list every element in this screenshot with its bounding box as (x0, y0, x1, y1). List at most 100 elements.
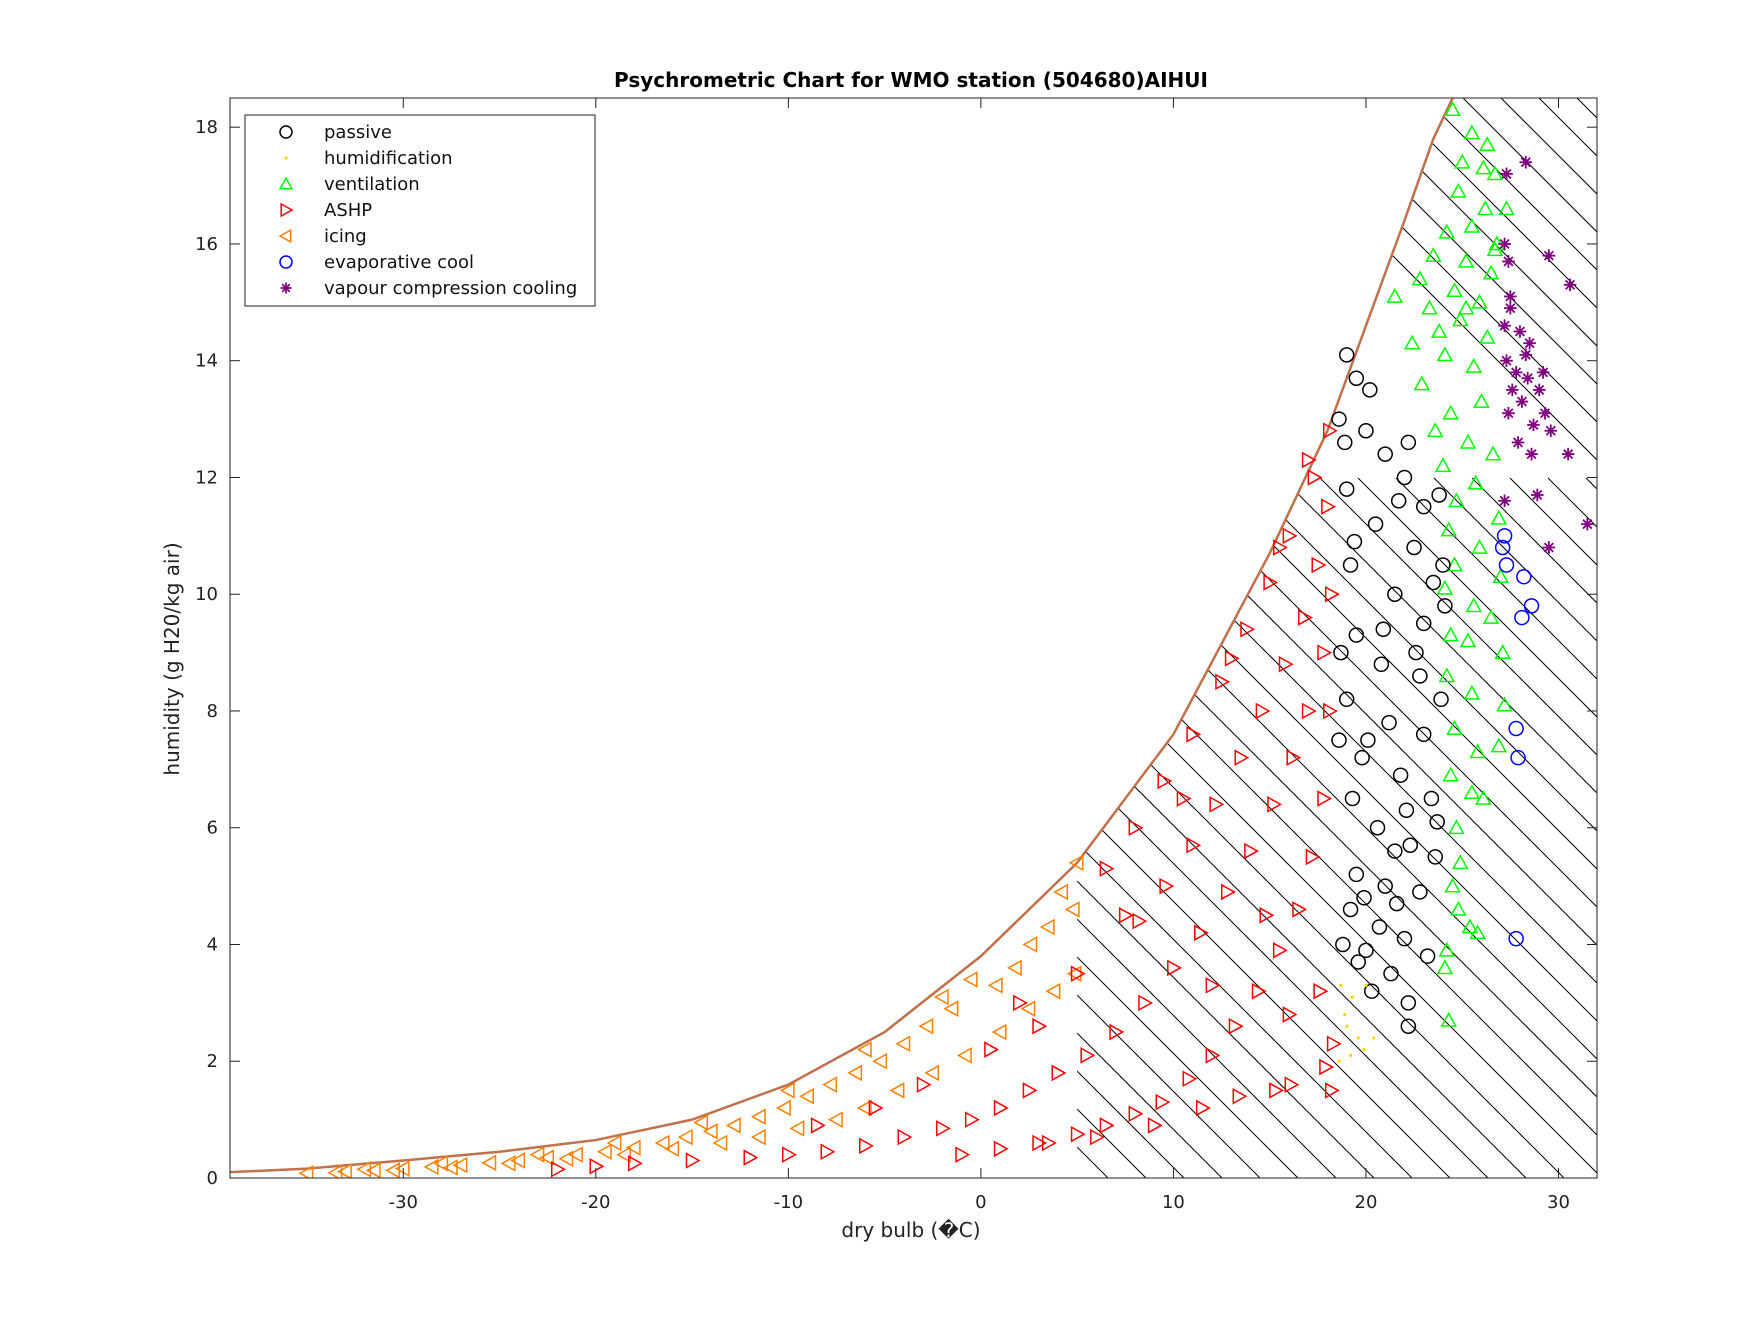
data-point (1469, 743, 1486, 759)
data-point (1471, 538, 1488, 554)
data-point (1205, 1047, 1221, 1064)
data-point (1090, 1128, 1105, 1146)
data-point (924, 1064, 940, 1082)
data-point (1392, 767, 1409, 783)
data-point (1390, 493, 1407, 509)
data-point (664, 1140, 680, 1158)
data-point (1215, 673, 1231, 691)
data-point (1482, 264, 1500, 280)
data-point (702, 1123, 718, 1140)
data-point (1356, 890, 1372, 906)
hatch-line (1357, 477, 1597, 718)
data-point (1220, 883, 1236, 901)
data-point (1463, 217, 1481, 233)
data-point (1398, 802, 1415, 818)
data-point (1400, 995, 1417, 1011)
data-point (606, 1134, 622, 1152)
data-point (1272, 539, 1288, 556)
data-point (1538, 406, 1552, 420)
x-tick-label: -10 (774, 1192, 803, 1213)
hatch-line (1509, 477, 1597, 566)
data-point (385, 1162, 401, 1178)
data-point (1523, 598, 1540, 614)
data-point (1364, 983, 1368, 987)
data-point (1176, 790, 1192, 807)
data-point (1581, 517, 1594, 531)
data-point (1155, 1093, 1171, 1111)
data-point (1297, 609, 1313, 626)
scatter-marks-layer (298, 101, 1594, 1178)
data-point (1504, 290, 1517, 303)
hatch-line (1205, 477, 1597, 870)
saturation-curve-layer (230, 98, 1454, 1174)
data-point (1240, 620, 1256, 638)
data-point (589, 1158, 605, 1175)
hatch-line (1585, 477, 1597, 490)
data-point (356, 1160, 372, 1178)
data-point (1446, 556, 1463, 572)
legend-label: ASHP (324, 200, 372, 221)
data-point (1118, 907, 1134, 924)
data-point (1536, 366, 1550, 379)
data-point (1109, 1023, 1125, 1041)
data-point (1498, 494, 1511, 508)
data-point (895, 1035, 911, 1053)
data-point (1411, 270, 1429, 286)
data-point (1350, 954, 1367, 970)
data-point (1448, 819, 1465, 835)
data-point (987, 977, 1003, 994)
data-point (1406, 539, 1422, 556)
data-point (1508, 720, 1524, 737)
data-point (743, 1149, 759, 1166)
data-point (1423, 790, 1440, 807)
data-point (1492, 568, 1510, 584)
data-point (1358, 423, 1374, 439)
plot-area-frame (229, 97, 1598, 1179)
data-point (1041, 1134, 1057, 1152)
hatch-line (1234, 98, 1597, 461)
data-point (1157, 772, 1173, 790)
hatch-line (1691, 98, 1750, 1198)
data-point (685, 1152, 701, 1169)
data-point (1339, 983, 1343, 987)
data-point (1244, 842, 1259, 860)
data-point (810, 1117, 826, 1134)
data-point (298, 1165, 314, 1178)
data-point (1496, 696, 1513, 712)
hatch-line (1729, 98, 1750, 1198)
legend-label: passive (324, 122, 392, 143)
x-tick-label: 30 (1547, 1192, 1570, 1213)
data-point (1331, 732, 1347, 748)
data-point (1292, 901, 1308, 918)
data-point (1286, 749, 1302, 766)
data-point (1356, 1036, 1360, 1040)
data-point (1457, 252, 1475, 268)
data-point (1070, 965, 1086, 982)
data-point (993, 1140, 1009, 1158)
data-point (1317, 790, 1333, 807)
data-point (1387, 843, 1403, 859)
data-point (1467, 474, 1484, 490)
data-point (1362, 1047, 1366, 1052)
hatch-line (1576, 98, 1597, 119)
data-point (1053, 883, 1069, 901)
data-point (1511, 436, 1525, 449)
data-point (1305, 848, 1321, 866)
data-point (1373, 656, 1390, 673)
y-tick-label: 0 (207, 1168, 218, 1189)
y-tick-label: 12 (195, 467, 218, 488)
data-point (775, 1099, 791, 1117)
data-point (1224, 650, 1240, 667)
x-tick-label: 10 (1162, 1192, 1185, 1213)
series-vapour-compression-cooling (1498, 155, 1594, 554)
data-point (1459, 433, 1477, 449)
data-point (1321, 498, 1336, 515)
data-point (1369, 819, 1386, 836)
data-point (1080, 1047, 1096, 1064)
legend-marker (279, 125, 293, 139)
data-point (1500, 354, 1513, 368)
data-point (1323, 702, 1338, 720)
data-point (433, 1155, 449, 1172)
data-point (1006, 959, 1022, 977)
data-point (1484, 445, 1502, 461)
